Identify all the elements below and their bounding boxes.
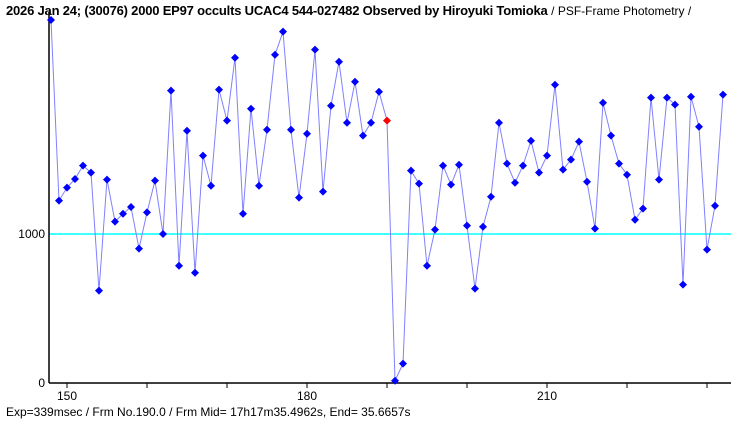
data-point (551, 80, 559, 89)
data-point (375, 87, 383, 96)
data-point (719, 90, 727, 99)
data-point (495, 118, 503, 127)
chart-title: 2026 Jan 24; (30076) 2000 EP97 occults U… (6, 3, 691, 18)
data-point (71, 175, 79, 184)
data-point (135, 244, 143, 253)
data-point (327, 101, 335, 110)
data-point (303, 129, 311, 138)
data-point (79, 161, 87, 170)
data-point (351, 77, 359, 86)
data-point (543, 151, 551, 160)
data-point (559, 165, 567, 174)
data-point (503, 159, 511, 168)
data-point (695, 122, 703, 131)
data-point (671, 100, 679, 109)
data-point (687, 92, 695, 101)
data-point (423, 261, 431, 270)
data-point (535, 168, 543, 177)
data-point (207, 181, 215, 190)
series-group (47, 16, 727, 385)
data-point (527, 136, 535, 145)
data-point (663, 93, 671, 102)
data-point (63, 183, 71, 192)
data-point (655, 175, 663, 184)
data-point (143, 208, 151, 217)
data-point (295, 193, 303, 202)
data-point (279, 27, 287, 36)
data-point (127, 203, 135, 212)
data-point (231, 53, 239, 62)
data-point (95, 286, 103, 295)
data-point (615, 159, 623, 168)
data-point (391, 376, 399, 385)
highlighted-data-point (383, 116, 391, 125)
data-point (703, 245, 711, 254)
data-point (167, 86, 175, 95)
chart-subtitle: / PSF-Frame Photometry / (551, 4, 692, 18)
data-point (215, 85, 223, 94)
data-point (311, 45, 319, 54)
data-point (583, 177, 591, 186)
data-point (647, 93, 655, 102)
x-tick-label: 180 (297, 389, 317, 403)
chart-title-main: 2026 Jan 24; (30076) 2000 EP97 occults U… (6, 3, 548, 18)
data-point (175, 261, 183, 270)
data-point (103, 175, 111, 184)
data-point (407, 166, 415, 175)
data-point (599, 98, 607, 107)
data-point (679, 280, 687, 289)
data-point (191, 268, 199, 277)
data-point (247, 104, 255, 113)
data-point (87, 168, 95, 177)
data-point (359, 131, 367, 140)
y-tick-label: 1000 (18, 227, 45, 241)
series-line (50, 20, 724, 381)
data-point (159, 230, 167, 238)
data-point (151, 176, 159, 185)
data-point (47, 16, 55, 25)
data-point (575, 137, 583, 146)
data-point (479, 222, 487, 231)
data-point (471, 284, 479, 293)
data-point (607, 131, 615, 140)
data-point (415, 179, 423, 188)
axes-group (48, 12, 731, 384)
data-point (343, 118, 351, 127)
x-tick-label: 150 (57, 389, 77, 403)
data-point (199, 151, 207, 160)
frame-info-footer: Exp=339msec / Frm No.190.0 / Frm Mid= 17… (6, 405, 411, 419)
data-point (399, 359, 407, 368)
data-point (511, 178, 519, 187)
data-point (631, 215, 639, 224)
data-point (239, 209, 247, 218)
data-point (183, 126, 191, 135)
data-point (431, 225, 439, 234)
data-point (119, 209, 127, 218)
data-point (623, 170, 631, 179)
data-point (263, 125, 271, 134)
data-point (447, 180, 455, 189)
data-point (567, 155, 575, 164)
data-point (223, 116, 231, 125)
data-point (591, 224, 599, 233)
data-point (639, 204, 647, 213)
data-point (55, 196, 63, 205)
data-point (367, 118, 375, 127)
x-tick-label: 210 (537, 389, 557, 403)
data-point (463, 221, 471, 230)
data-point (711, 201, 719, 210)
data-point (335, 57, 343, 66)
data-point (455, 160, 463, 169)
ticks-group: 150 180 210 0 1000 (18, 227, 708, 403)
data-point (319, 187, 327, 196)
data-point (439, 161, 447, 170)
data-point (487, 192, 495, 201)
data-point (255, 181, 263, 190)
data-point (271, 50, 279, 59)
data-point (519, 161, 527, 170)
y-tick-label: 0 (38, 376, 45, 390)
data-point (287, 125, 295, 134)
data-point (111, 217, 119, 226)
